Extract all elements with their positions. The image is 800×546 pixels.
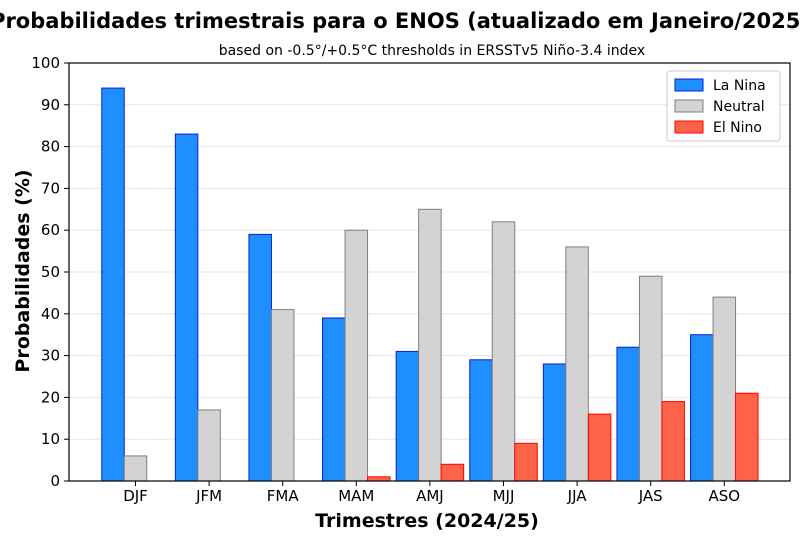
bar-neutral — [565, 246, 589, 482]
bars — [101, 87, 759, 482]
y-tick-label: 0 — [50, 472, 60, 490]
bar-neutral — [491, 221, 516, 482]
x-tick-label: JFM — [195, 487, 222, 505]
bar-la-nina — [616, 346, 640, 482]
legend-swatch — [674, 99, 704, 113]
legend-swatch — [674, 78, 704, 92]
legend-label: Neutral — [713, 99, 765, 115]
tick-labels: 0 10 20 30 40 50 60 70 80 90 100 DJF JFM FMA MAM AMJ MJJ… — [31, 54, 740, 505]
bar-el-nino — [735, 392, 759, 482]
bar-neutral — [197, 409, 221, 482]
y-tick-label: 20 — [41, 388, 60, 406]
chart-subtitle: based on -0.5°/+0.5°C thresholds in ERSS… — [219, 43, 645, 59]
x-tick-label: ASO — [709, 487, 741, 505]
y-tick-label: 100 — [31, 54, 60, 72]
x-axis-title: Trimestres (2024/25) — [315, 510, 539, 532]
bar-el-nino — [661, 401, 685, 482]
bar-neutral — [418, 208, 442, 482]
y-tick-label: 10 — [41, 430, 60, 448]
bar-el-nino — [587, 413, 612, 482]
bar-la-nina — [101, 87, 125, 482]
chart-title: Probabilidades trimestrais para o ENOS (… — [0, 9, 800, 33]
bar-la-nina — [469, 359, 493, 482]
legend-label: La Nina — [713, 78, 766, 94]
y-tick-label: 50 — [41, 263, 60, 281]
x-tick-label: MAM — [338, 487, 374, 505]
bar-la-nina — [322, 317, 346, 482]
y-tick-label: 90 — [41, 96, 60, 114]
legend-swatch — [674, 120, 704, 134]
bar-el-nino — [514, 442, 538, 482]
bar-la-nina — [395, 350, 420, 482]
bar-la-nina — [542, 363, 567, 482]
bar-neutral — [270, 309, 295, 482]
y-tick-label: 80 — [41, 138, 60, 156]
y-tick-label: 30 — [41, 347, 60, 365]
bar-el-nino — [367, 476, 391, 482]
y-tick-label: 40 — [41, 305, 60, 323]
bar-la-nina — [174, 133, 199, 482]
bar-neutral — [638, 275, 663, 482]
bar-la-nina — [248, 233, 272, 482]
bar-neutral — [123, 455, 148, 482]
bar-neutral — [344, 229, 369, 482]
legend: La Nina Neutral El Nino — [666, 70, 781, 142]
x-tick-label: FMA — [267, 487, 300, 505]
bar-la-nina — [690, 334, 714, 482]
x-tick-label: DJF — [123, 487, 148, 505]
y-tick-label: 70 — [41, 179, 60, 197]
x-tick-label: AMJ — [416, 487, 444, 505]
y-tick-label: 60 — [41, 221, 60, 239]
plot-frame — [68, 62, 791, 482]
y-axis-title: Probabilidades (%) — [12, 169, 34, 372]
legend-label: El Nino — [713, 120, 762, 136]
x-tick-label: JJA — [567, 487, 588, 505]
x-tick-label: MJJ — [493, 487, 515, 505]
bar-el-nino — [440, 463, 465, 482]
axes — [64, 62, 791, 486]
x-tick-label: JAS — [638, 487, 663, 505]
bar-neutral — [712, 296, 737, 482]
